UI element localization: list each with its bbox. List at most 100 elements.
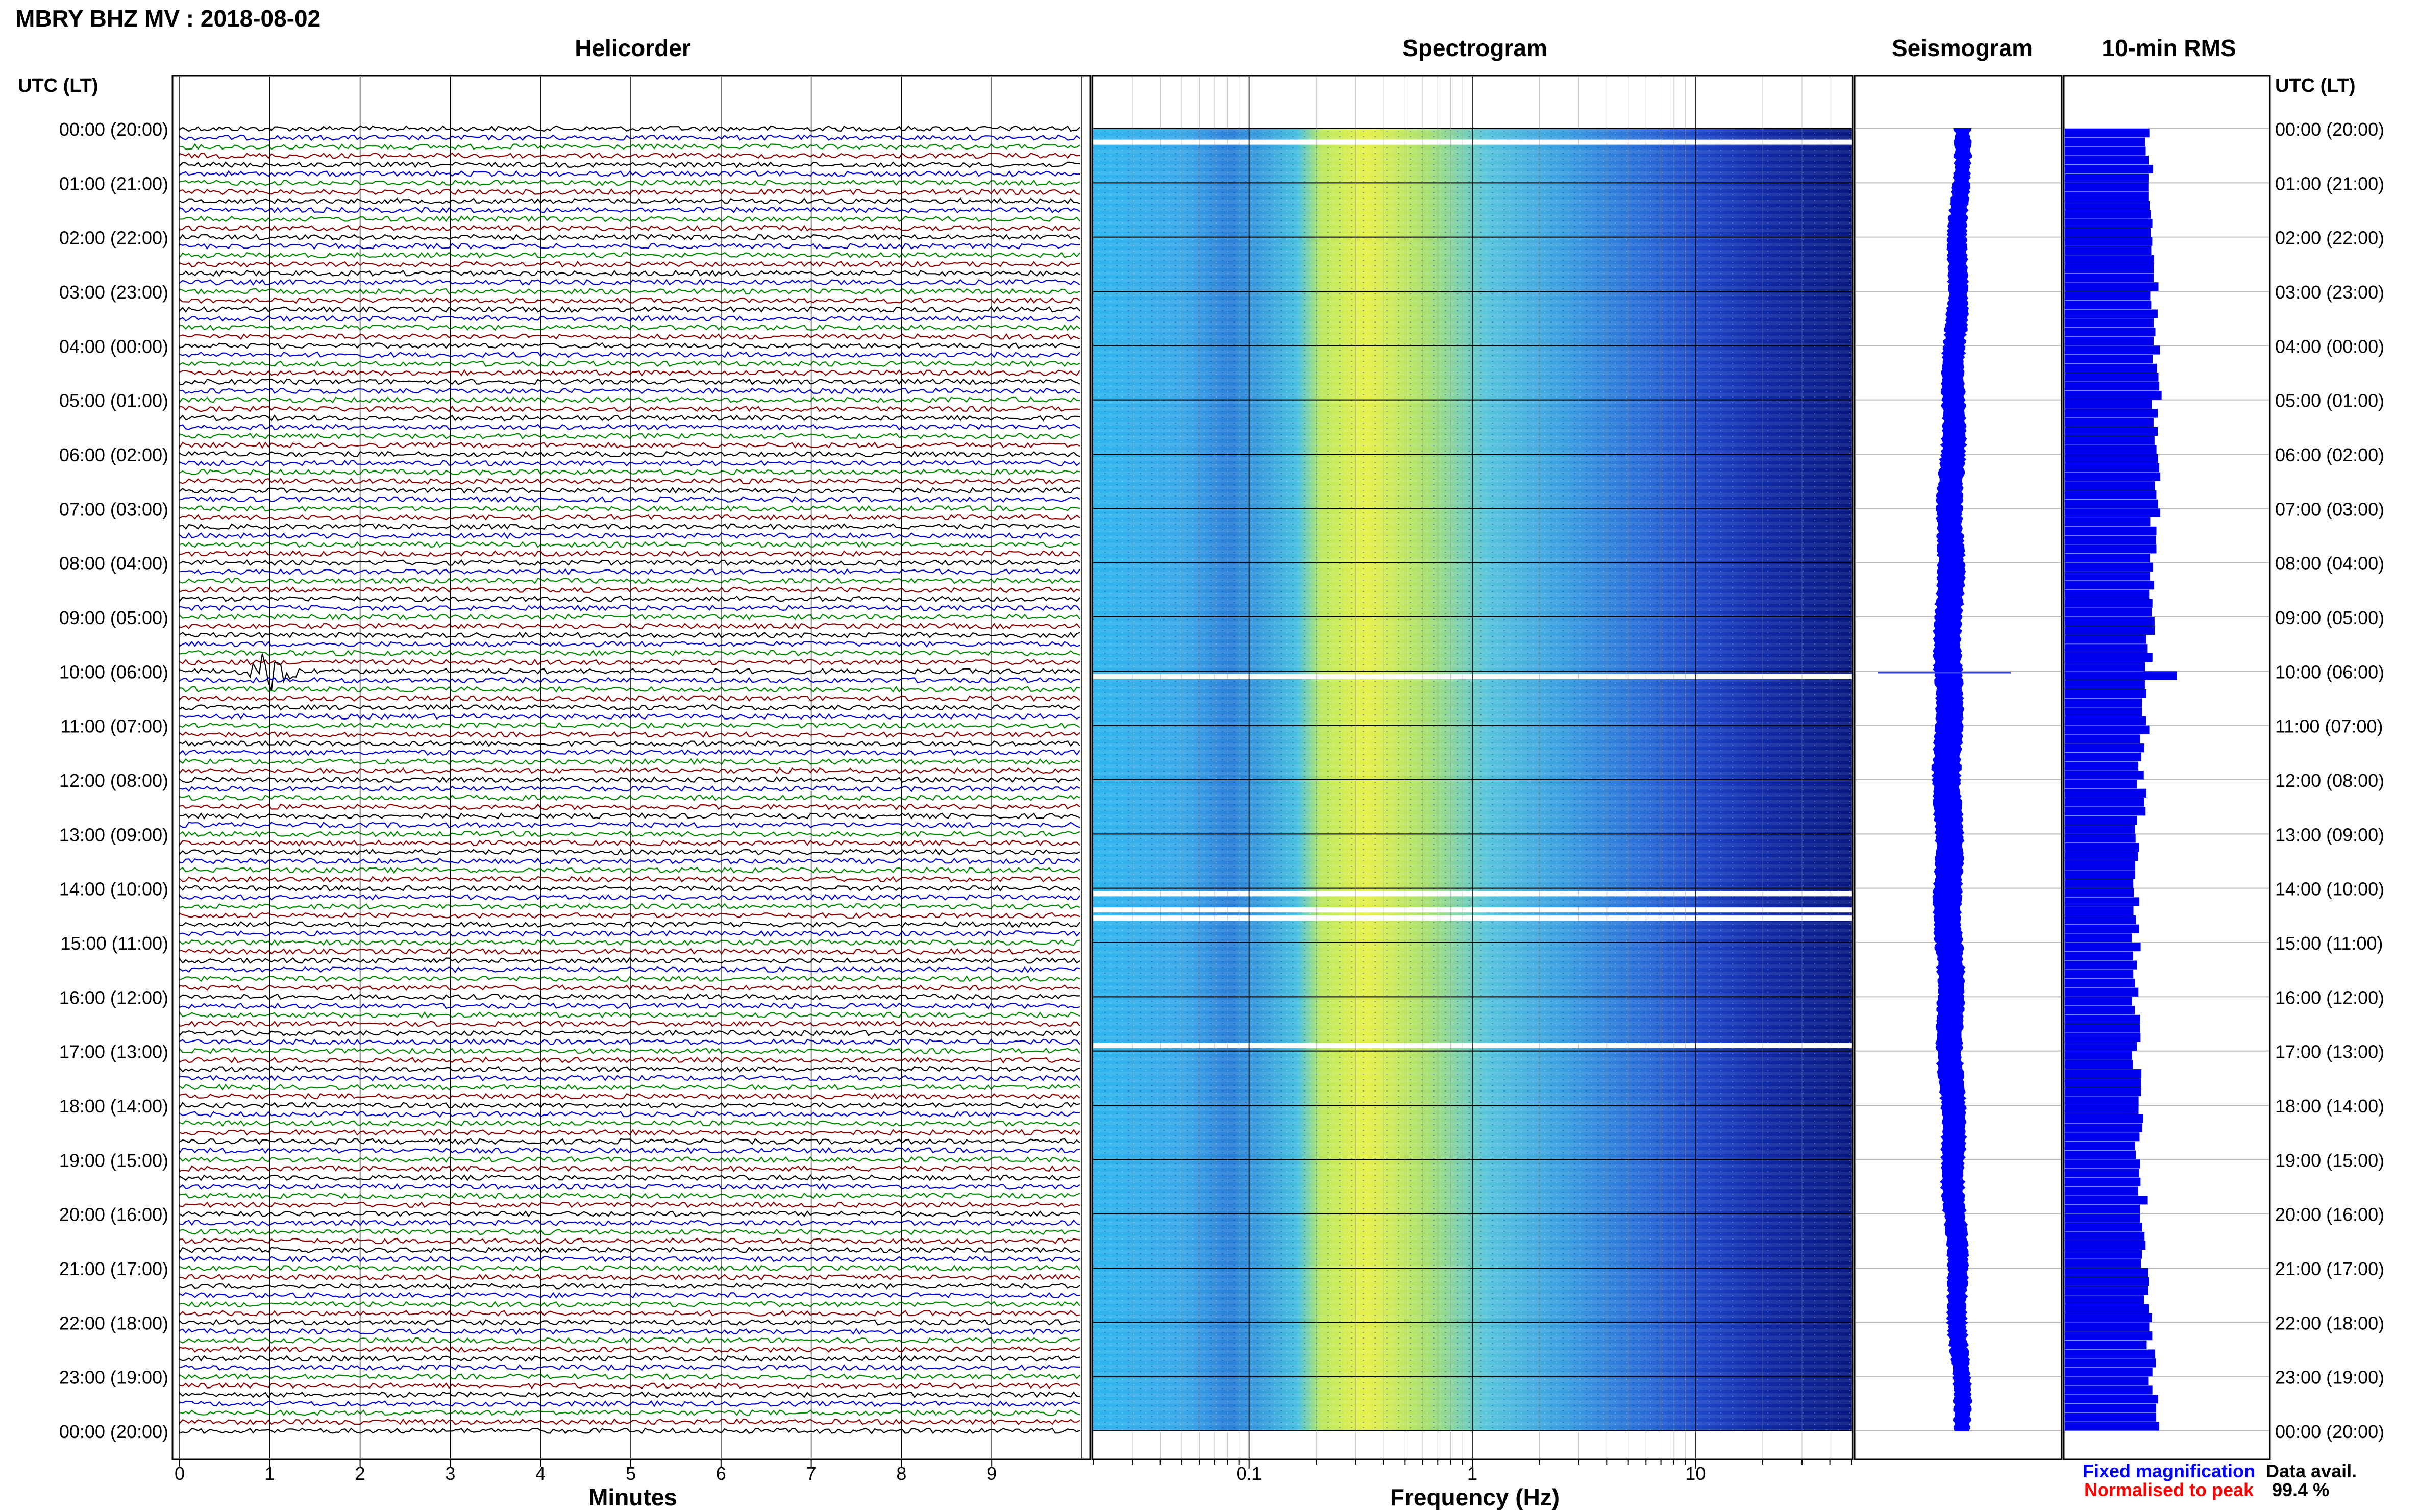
rms-bar <box>2065 906 2134 915</box>
helicorder-trace-row <box>179 785 1080 792</box>
rms-bar <box>2065 698 2142 707</box>
helicorder-x-tick-label: 0 <box>175 1463 185 1484</box>
helicorder-trace-row <box>179 505 1080 512</box>
time-label-left: 17:00 (13:00) <box>59 1042 168 1062</box>
rms-bar <box>2065 237 2153 246</box>
rms-bar <box>2065 164 2153 174</box>
helicorder-trace-row <box>179 360 1080 367</box>
helicorder-trace-row <box>179 279 1080 286</box>
time-label-right: 02:00 (22:00) <box>2275 228 2384 249</box>
helicorder-trace-row <box>179 468 1080 476</box>
helicorder-trace-row <box>179 921 1080 928</box>
time-labels-right: 00:00 (20:00) 01:00 (21:00) 02:00 (22:00) 0… <box>2275 119 2384 1442</box>
time-label-left: 15:00 (11:00) <box>61 933 168 954</box>
helicorder-trace-row <box>179 596 1080 603</box>
rms-bar <box>2065 291 2151 301</box>
rms-bar <box>2065 771 2144 780</box>
rms-bar <box>2065 1349 2155 1358</box>
rms-bar <box>2065 508 2161 517</box>
helicorder-trace-row <box>179 1056 1080 1064</box>
time-label-right: 11:00 (07:00) <box>2275 716 2383 737</box>
rms-bar <box>2065 1213 2140 1223</box>
rms-bar <box>2065 192 2149 201</box>
rms-bar <box>2065 327 2156 337</box>
time-label-left: 13:00 (09:00) <box>59 824 168 845</box>
rms-bar <box>2065 390 2162 400</box>
rms-bar <box>2065 581 2154 590</box>
helicorder-trace-row <box>179 369 1080 377</box>
helicorder-trace-row <box>179 1391 1080 1398</box>
rms-bar <box>2065 707 2142 716</box>
helicorder-trace-row <box>179 1274 1080 1281</box>
rms-bar <box>2065 635 2146 644</box>
helicorder-trace-row <box>179 677 1080 684</box>
rms-bar <box>2065 1223 2142 1232</box>
time-label-left: 04:00 (00:00) <box>59 336 168 357</box>
helicorder-trace-row <box>179 930 1080 937</box>
rms-bar <box>2065 843 2139 852</box>
helicorder-trace-row <box>179 640 1080 648</box>
helicorder-trace-row <box>179 1147 1080 1155</box>
rms-bar <box>2065 1358 2156 1368</box>
rms-panel <box>2063 75 2271 1460</box>
helicorder-x-tick-label: 1 <box>265 1463 275 1484</box>
rms-bar <box>2065 544 2157 554</box>
time-label-right: 00:00 (20:00) <box>2275 1421 2384 1442</box>
helicorder-x-tick-label: 3 <box>445 1463 455 1484</box>
helicorder-trace-row <box>179 876 1080 883</box>
helicorder-trace-row <box>179 424 1080 431</box>
rms-bar <box>2065 282 2159 291</box>
time-label-right: 07:00 (03:00) <box>2275 499 2384 519</box>
rms-bar <box>2065 780 2137 789</box>
helicorder-trace-row <box>179 143 1080 150</box>
rms-bar <box>2065 608 2152 617</box>
rms-bar <box>2065 1412 2156 1422</box>
rms-bar <box>2065 129 2150 138</box>
rms-bar <box>2065 879 2134 888</box>
helicorder-trace-row <box>179 993 1080 1000</box>
time-label-left: 14:00 (10:00) <box>59 879 168 900</box>
helicorder-grid <box>179 77 1082 1458</box>
time-label-right: 22:00 (18:00) <box>2275 1312 2384 1333</box>
helicorder-trace-row <box>179 1020 1080 1028</box>
rms-bar <box>2065 897 2140 906</box>
helicorder-trace-row <box>179 1111 1080 1118</box>
helicorder-trace-row <box>179 1183 1080 1191</box>
helicorder-trace-row <box>179 1120 1080 1127</box>
rms-bar <box>2065 716 2146 726</box>
helicorder-trace-row <box>179 233 1080 241</box>
helicorder-trace-row <box>179 1265 1080 1272</box>
helicorder-trace-row <box>179 1083 1080 1091</box>
time-label-left: 22:00 (18:00) <box>59 1312 168 1333</box>
rms-bar <box>2065 355 2153 364</box>
time-label-left: 00:00 (20:00) <box>59 1421 168 1442</box>
helicorder-x-tick-label: 7 <box>806 1463 817 1484</box>
time-label-right: 17:00 (13:00) <box>2275 1042 2384 1062</box>
helicorder-trace-row <box>179 179 1080 186</box>
rms-title: 10-min RMS <box>2102 35 2236 61</box>
rms-bar <box>2065 1385 2153 1395</box>
rms-bar <box>2065 255 2154 264</box>
helicorder-trace-row <box>179 1228 1080 1235</box>
helicorder-trace-row <box>179 1075 1080 1082</box>
time-label-right: 15:00 (11:00) <box>2275 933 2383 954</box>
helicorder-trace-row <box>179 459 1080 467</box>
rms-bar <box>2065 987 2139 997</box>
rms-bar <box>2065 173 2149 183</box>
helicorder-trace-row <box>179 432 1080 440</box>
helicorder-trace-row <box>179 1373 1080 1380</box>
rms-bar <box>2065 1259 2141 1268</box>
helicorder-trace-row <box>179 1319 1080 1326</box>
time-label-left: 06:00 (02:00) <box>59 444 168 465</box>
time-label-left: 21:00 (17:00) <box>59 1258 168 1279</box>
helicorder-trace-row <box>179 170 1080 178</box>
rms-bar <box>2065 1150 2136 1159</box>
rms-bar <box>2065 1313 2152 1322</box>
helicorder-trace-row <box>179 885 1080 892</box>
time-label-right: 04:00 (00:00) <box>2275 336 2384 357</box>
rms-bar <box>2065 345 2160 355</box>
helicorder-trace-row <box>179 749 1080 756</box>
rms-bar <box>2065 617 2155 626</box>
helicorder-trace-row <box>179 631 1080 638</box>
helicorder-x-tick-label: 9 <box>986 1463 997 1484</box>
